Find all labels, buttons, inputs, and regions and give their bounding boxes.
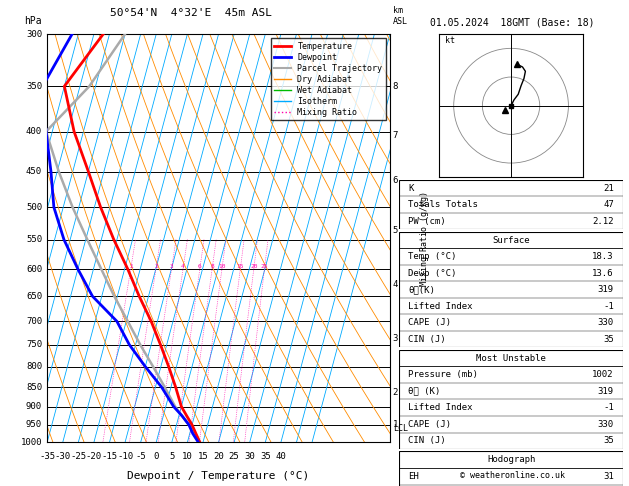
Text: 600: 600 (26, 264, 42, 274)
Text: 2: 2 (392, 388, 398, 397)
Text: 2.12: 2.12 (593, 217, 614, 226)
Text: Pressure (mb): Pressure (mb) (408, 370, 478, 379)
Text: 850: 850 (26, 382, 42, 392)
Text: CAPE (J): CAPE (J) (408, 420, 452, 429)
Text: Lifted Index: Lifted Index (408, 302, 473, 311)
Text: LCL: LCL (392, 424, 408, 433)
Text: Temp (°C): Temp (°C) (408, 252, 457, 261)
Text: 25: 25 (260, 264, 268, 269)
Text: 800: 800 (26, 362, 42, 371)
Text: Hodograph: Hodograph (487, 455, 535, 464)
Text: CIN (J): CIN (J) (408, 436, 446, 445)
Text: 319: 319 (598, 387, 614, 396)
Text: 450: 450 (26, 167, 42, 176)
Text: -5: -5 (135, 452, 146, 462)
Text: -25: -25 (70, 452, 86, 462)
Text: 13.6: 13.6 (593, 269, 614, 278)
Text: 8: 8 (210, 264, 214, 269)
Text: Lifted Index: Lifted Index (408, 403, 473, 412)
Text: θᴄ (K): θᴄ (K) (408, 387, 440, 396)
Text: 300: 300 (26, 30, 42, 38)
Text: © weatheronline.co.uk: © weatheronline.co.uk (460, 471, 565, 480)
Text: K: K (408, 184, 414, 192)
Text: -20: -20 (86, 452, 102, 462)
Text: -1: -1 (603, 403, 614, 412)
Text: 40: 40 (276, 452, 286, 462)
Text: 400: 400 (26, 127, 42, 136)
Text: -35: -35 (39, 452, 55, 462)
Text: 4: 4 (392, 280, 398, 289)
Text: 31: 31 (603, 472, 614, 481)
Text: hPa: hPa (25, 16, 42, 26)
Text: 3: 3 (392, 334, 398, 343)
Text: 500: 500 (26, 203, 42, 212)
Text: 20: 20 (213, 452, 224, 462)
Text: 3: 3 (170, 264, 174, 269)
Text: 1002: 1002 (593, 370, 614, 379)
Text: 700: 700 (26, 317, 42, 326)
Text: 330: 330 (598, 318, 614, 327)
Text: 21: 21 (603, 184, 614, 192)
Text: 25: 25 (229, 452, 240, 462)
Text: 35: 35 (603, 335, 614, 344)
Text: 50°54'N  4°32'E  45m ASL: 50°54'N 4°32'E 45m ASL (110, 8, 272, 17)
Text: 750: 750 (26, 340, 42, 349)
Text: CIN (J): CIN (J) (408, 335, 446, 344)
Text: Dewp (°C): Dewp (°C) (408, 269, 457, 278)
Text: kt: kt (445, 35, 455, 45)
Text: 2: 2 (154, 264, 158, 269)
Text: Dewpoint / Temperature (°C): Dewpoint / Temperature (°C) (128, 471, 309, 481)
Text: 5: 5 (392, 226, 398, 235)
Text: km
ASL: km ASL (392, 6, 408, 26)
Text: 10: 10 (218, 264, 226, 269)
Text: 1000: 1000 (21, 438, 42, 447)
Text: 0: 0 (153, 452, 159, 462)
Text: PW (cm): PW (cm) (408, 217, 446, 226)
Text: 8: 8 (392, 82, 398, 91)
Text: Mixing Ratio (g/kg): Mixing Ratio (g/kg) (420, 191, 429, 286)
Text: 350: 350 (26, 82, 42, 91)
Text: 550: 550 (26, 235, 42, 244)
Text: 20: 20 (250, 264, 257, 269)
Text: 6: 6 (392, 176, 398, 185)
Text: 10: 10 (182, 452, 192, 462)
Text: 4: 4 (181, 264, 185, 269)
Text: 47: 47 (603, 200, 614, 209)
Text: Most Unstable: Most Unstable (476, 354, 546, 363)
Text: CAPE (J): CAPE (J) (408, 318, 452, 327)
Text: 7: 7 (392, 131, 398, 140)
Text: Totals Totals: Totals Totals (408, 200, 478, 209)
Text: 1: 1 (392, 420, 398, 429)
Text: 330: 330 (598, 420, 614, 429)
Text: 15: 15 (237, 264, 244, 269)
Text: 650: 650 (26, 292, 42, 301)
Text: 950: 950 (26, 420, 42, 429)
Text: 319: 319 (598, 285, 614, 294)
Text: -30: -30 (55, 452, 71, 462)
Text: -15: -15 (101, 452, 118, 462)
Text: 01.05.2024  18GMT (Base: 18): 01.05.2024 18GMT (Base: 18) (430, 17, 595, 27)
Text: 5: 5 (169, 452, 174, 462)
Text: θᴄ(K): θᴄ(K) (408, 285, 435, 294)
Text: 35: 35 (260, 452, 270, 462)
Text: -10: -10 (117, 452, 133, 462)
Text: 900: 900 (26, 402, 42, 411)
Legend: Temperature, Dewpoint, Parcel Trajectory, Dry Adiabat, Wet Adiabat, Isotherm, Mi: Temperature, Dewpoint, Parcel Trajectory… (271, 38, 386, 121)
Text: 6: 6 (198, 264, 202, 269)
Text: 15: 15 (198, 452, 208, 462)
Text: Surface: Surface (493, 236, 530, 244)
Text: 18.3: 18.3 (593, 252, 614, 261)
Text: 35: 35 (603, 436, 614, 445)
Text: EH: EH (408, 472, 419, 481)
Text: -1: -1 (603, 302, 614, 311)
Text: 30: 30 (245, 452, 255, 462)
Text: 1: 1 (129, 264, 133, 269)
